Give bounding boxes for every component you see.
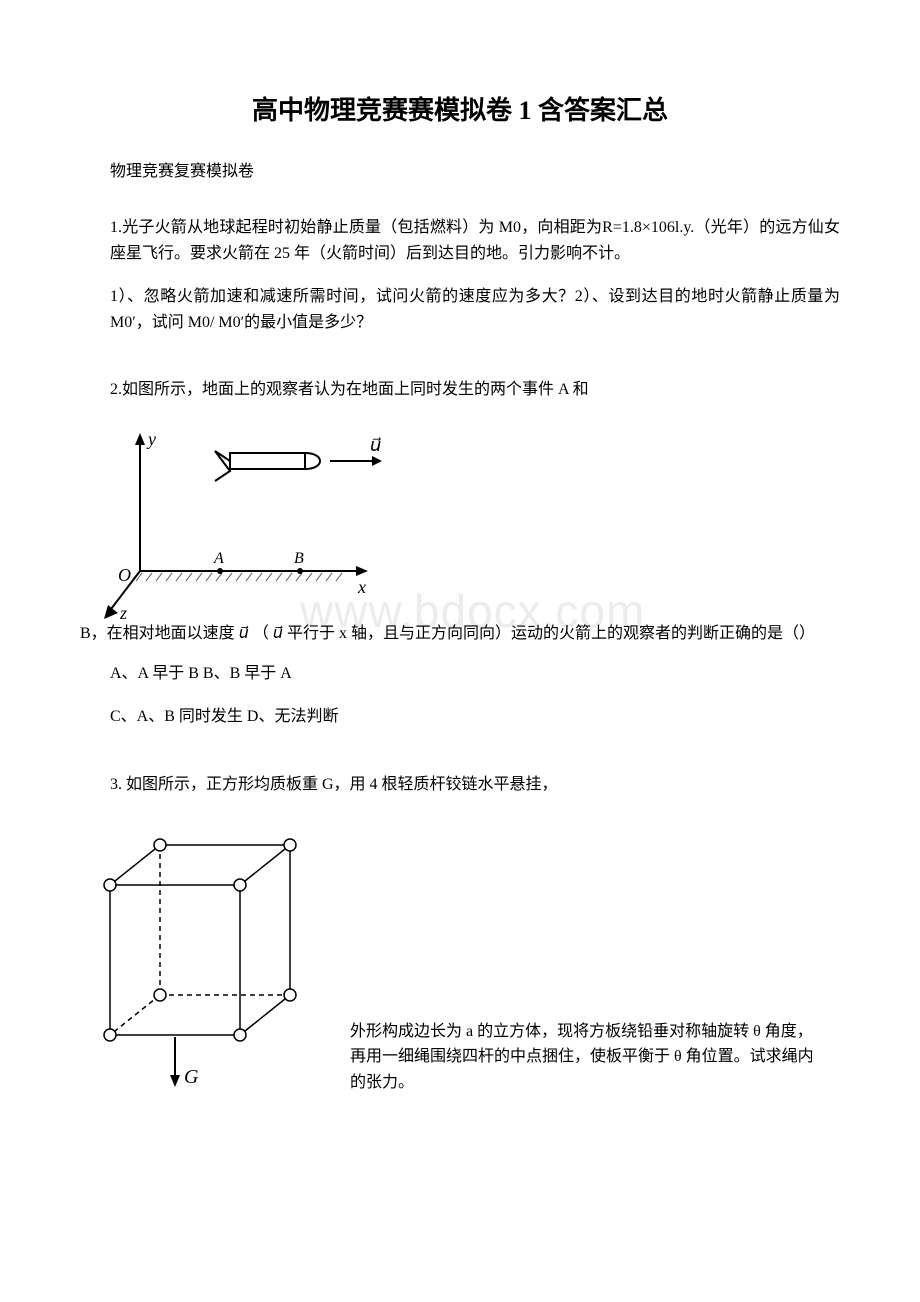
point-a-label: A [213, 550, 224, 567]
rocket-icon [215, 451, 320, 481]
g-label: G [184, 1066, 199, 1088]
q2-diagram: y x z O [80, 421, 390, 621]
q2-text-part1: B，在相对地面以速度 [80, 625, 235, 642]
q1-text-1: 1.光子火箭从地球起程时初始静止质量（包括燃料）为 M0，向相距为R=1.8×1… [80, 215, 840, 266]
q2-text-part2: （ [253, 625, 269, 642]
subtitle: 物理竞赛复赛模拟卷 [80, 157, 840, 181]
q1-text-2: 1）、忽略火箭加速和减速所需时间，试问火箭的速度应为多大？2）、设到达目的地时火… [80, 284, 840, 335]
q2-option-c: C、A、B 同时发生 D、无法判断 [80, 704, 840, 730]
u-symbol-1: u⃗ [235, 625, 253, 642]
q3-diagram: G [80, 815, 330, 1095]
u-vector-label: u⃗ [370, 435, 381, 455]
u-symbol-2: u⃗ [269, 625, 287, 642]
point-b-label: B [294, 550, 304, 567]
q2-intro: 2.如图所示，地面上的观察者认为在地面上同时发生的两个事件 A 和 [80, 377, 840, 403]
axis-x-label: x [357, 577, 366, 597]
q3-after-diagram: 外形构成边长为 a 的立方体，现将方板绕铅垂对称轴旋转 θ 角度，再用一细绳围绕… [330, 1019, 820, 1096]
q2-text-part3: 平行于 x 轴，且与正方向同向）运动的火箭上的观察者的判断正确的是（） [287, 625, 815, 642]
page-title: 高中物理竞赛赛模拟卷 1 含答案汇总 [80, 90, 840, 127]
q2-after-diagram: B，在相对地面以速度 u⃗ （ u⃗ 平行于 x 轴，且与正方向同向）运动的火箭… [80, 621, 815, 647]
q2-option-a: A、A 早于 B B、B 早于 A [80, 661, 840, 687]
axis-y-label: y [146, 429, 156, 449]
axis-z-label: z [119, 603, 127, 621]
q3-intro: 3. 如图所示，正方形均质板重 G，用 4 根轻质杆铰链水平悬挂， [80, 772, 840, 798]
origin-label: O [118, 565, 131, 585]
